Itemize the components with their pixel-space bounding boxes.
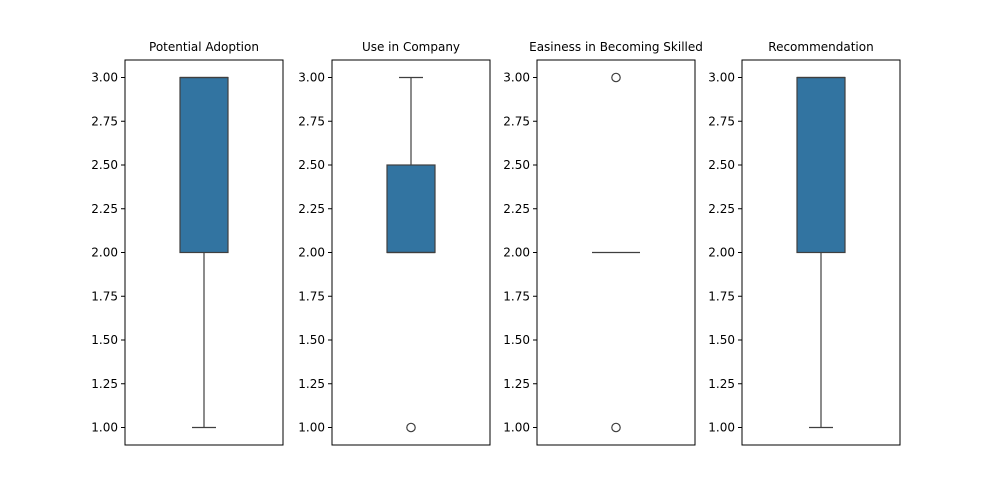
- y-tick-label: 2.50: [708, 158, 735, 172]
- panel-title: Use in Company: [362, 40, 460, 54]
- y-tick-label: 2.25: [91, 202, 118, 216]
- y-tick-label: 1.25: [91, 377, 118, 391]
- y-tick-label: 2.25: [503, 202, 530, 216]
- y-tick-label: 1.75: [298, 289, 325, 303]
- outlier-point: [611, 72, 621, 83]
- y-tick-label: 1.00: [298, 421, 325, 435]
- box: [179, 76, 229, 254]
- outlier-point: [406, 422, 416, 433]
- panel-title: Potential Adoption: [149, 40, 259, 54]
- y-tick-label: 2.75: [708, 114, 735, 128]
- y-tick-label: 1.00: [91, 421, 118, 435]
- y-tick-label: 1.25: [503, 377, 530, 391]
- y-tick-label: 3.00: [91, 71, 118, 85]
- y-tick-label: 2.50: [503, 158, 530, 172]
- y-tick-label: 2.75: [298, 114, 325, 128]
- panel-1: Potential Adoption 1.00 1.25 1.50 1.75 2.00 2.…: [91, 40, 284, 446]
- y-tick-label: 1.75: [503, 289, 530, 303]
- y-tick-label: 2.00: [91, 246, 118, 260]
- y-tick-label: 1.25: [708, 377, 735, 391]
- y-tick-label: 1.00: [708, 421, 735, 435]
- box: [386, 164, 436, 254]
- y-tick-label: 3.00: [708, 71, 735, 85]
- y-tick-label: 2.75: [91, 114, 118, 128]
- y-tick-label: 1.75: [708, 289, 735, 303]
- y-tick-label: 2.25: [708, 202, 735, 216]
- y-tick-label: 2.50: [298, 158, 325, 172]
- panel-3: Easiness in Becoming Skilled 1.00 1.25 1.50…: [503, 40, 703, 446]
- y-tick-label: 3.00: [503, 71, 530, 85]
- y-tick-label: 1.50: [91, 333, 118, 347]
- y-tick-label: 2.00: [708, 246, 735, 260]
- y-tick-label: 3.00: [298, 71, 325, 85]
- y-tick-label: 1.75: [91, 289, 118, 303]
- panel-title: Recommendation: [768, 40, 873, 54]
- outlier-point: [611, 422, 621, 433]
- y-tick-label: 1.50: [298, 333, 325, 347]
- y-tick-label: 1.50: [503, 333, 530, 347]
- y-tick-label: 2.00: [298, 246, 325, 260]
- y-tick-label: 2.00: [503, 246, 530, 260]
- y-tick-label: 2.25: [298, 202, 325, 216]
- y-tick-label: 2.50: [91, 158, 118, 172]
- box: [796, 76, 846, 254]
- y-tick-label: 1.25: [298, 377, 325, 391]
- panel-title: Easiness in Becoming Skilled: [529, 40, 703, 54]
- y-tick-label: 1.50: [708, 333, 735, 347]
- y-tick-label: 2.75: [503, 114, 530, 128]
- y-tick-label: 1.00: [503, 421, 530, 435]
- panel-2: Use in Company 1.00 1.25 1.50 1.75 2.00 2.25 2.…: [298, 40, 491, 446]
- panel-4: Recommendation 1.00 1.25 1.50 1.75 2.00 2.25 2.…: [708, 40, 901, 446]
